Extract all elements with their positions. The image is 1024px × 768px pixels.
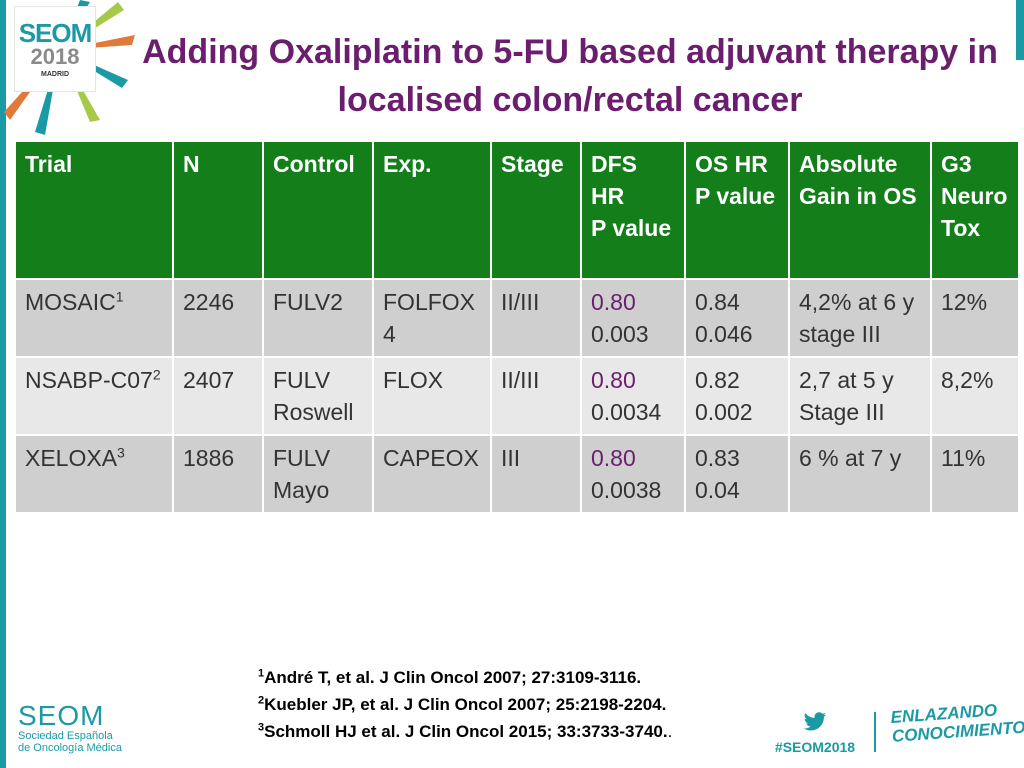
cell-dfs: 0.80 0.003 (580, 278, 686, 358)
logo-year: 2018 (30, 44, 80, 69)
footer-society-line1: Sociedad Española (18, 730, 113, 742)
cell-gain: 4,2% at 6 y stage III (788, 278, 932, 358)
table-row: MOSAIC1 2246 FULV2 FOLFOX 4 II/III 0.80 0… (14, 278, 1020, 358)
footer-divider (874, 712, 876, 752)
cell-tox: 8,2% (930, 356, 1020, 436)
reference-period: . (667, 722, 673, 741)
header-trial: Trial (14, 140, 174, 280)
cell-dfs: 0.80 0.0038 (580, 434, 686, 514)
cell-os: 0.84 0.046 (684, 278, 790, 358)
references: 1André T, et al. J Clin Oncol 2007; 27:3… (258, 664, 672, 745)
reference-item: 3Schmoll HJ et al. J Clin Oncol 2015; 33… (258, 721, 673, 741)
hashtag: #SEOM2018 (774, 739, 856, 755)
cell-n: 1886 (172, 434, 264, 514)
cell-exp: CAPEOX (372, 434, 492, 514)
left-accent-bar (0, 0, 6, 768)
cell-exp: FLOX (372, 356, 492, 436)
header-control: Control (262, 140, 374, 280)
logo-name: SEOM (18, 18, 93, 48)
reference-item: 1André T, et al. J Clin Oncol 2007; 27:3… (258, 667, 642, 687)
reference-item: 2Kuebler JP, et al. J Clin Oncol 2007; 2… (258, 694, 667, 714)
cell-trial: NSABP-C072 (14, 356, 174, 436)
logo-box: SEOM 2018 MADRID (14, 6, 96, 92)
cell-control: FULV Mayo (262, 434, 374, 514)
cell-tox: 11% (930, 434, 1020, 514)
cell-exp: FOLFOX 4 (372, 278, 492, 358)
slogan: ENLAZANDO CONOCIMIENTO (890, 699, 1024, 746)
cell-os: 0.82 0.002 (684, 356, 790, 436)
header-stage: Stage (490, 140, 582, 280)
cell-control: FULV Roswell (262, 356, 374, 436)
cell-trial: XELOXA3 (14, 434, 174, 514)
cell-gain: 6 % at 7 y (788, 434, 932, 514)
header-tox: G3 Neuro Tox (930, 140, 1020, 280)
cell-os: 0.83 0.04 (684, 434, 790, 514)
header-exp: Exp. (372, 140, 492, 280)
trials-table: Trial N Control Exp. Stage DFS HR P value… (14, 140, 1020, 514)
slide-title: Adding Oxaliplatin to 5-FU based adjuvan… (142, 33, 998, 119)
cell-n: 2246 (172, 278, 264, 358)
twitter-bird-icon (803, 712, 827, 731)
cell-stage: III (490, 434, 582, 514)
header-gain: Absolute Gain in OS (788, 140, 932, 280)
cell-dfs: 0.80 0.0034 (580, 356, 686, 436)
cell-control: FULV2 (262, 278, 374, 358)
seom-footer-logo: SEOM Sociedad Española de Oncología Médi… (18, 700, 122, 755)
cell-tox: 12% (930, 278, 1020, 358)
cell-trial: MOSAIC1 (14, 278, 174, 358)
header-os: OS HR P value (684, 140, 790, 280)
table-row: NSABP-C072 2407 FULV Roswell FLOX II/III… (14, 356, 1020, 436)
footer-society-line2: de Oncología Médica (18, 742, 122, 754)
header-dfs: DFS HR P value (580, 140, 686, 280)
right-accent-bar (1016, 0, 1024, 60)
header-n: N (172, 140, 264, 280)
table-row: XELOXA3 1886 FULV Mayo CAPEOX III 0.80 0.… (14, 434, 1020, 514)
logo-city: MADRID (41, 71, 69, 78)
cell-stage: II/III (490, 278, 582, 358)
cell-n: 2407 (172, 356, 264, 436)
table-header-row: Trial N Control Exp. Stage DFS HR P value… (14, 140, 1020, 280)
seom-2018-logo: SEOM 2018 MADRID (0, 0, 140, 140)
footer-seom-name: SEOM (18, 700, 105, 731)
social-block: #SEOM2018 (770, 712, 860, 755)
cell-stage: II/III (490, 356, 582, 436)
cell-gain: 2,7 at 5 y Stage III (788, 356, 932, 436)
